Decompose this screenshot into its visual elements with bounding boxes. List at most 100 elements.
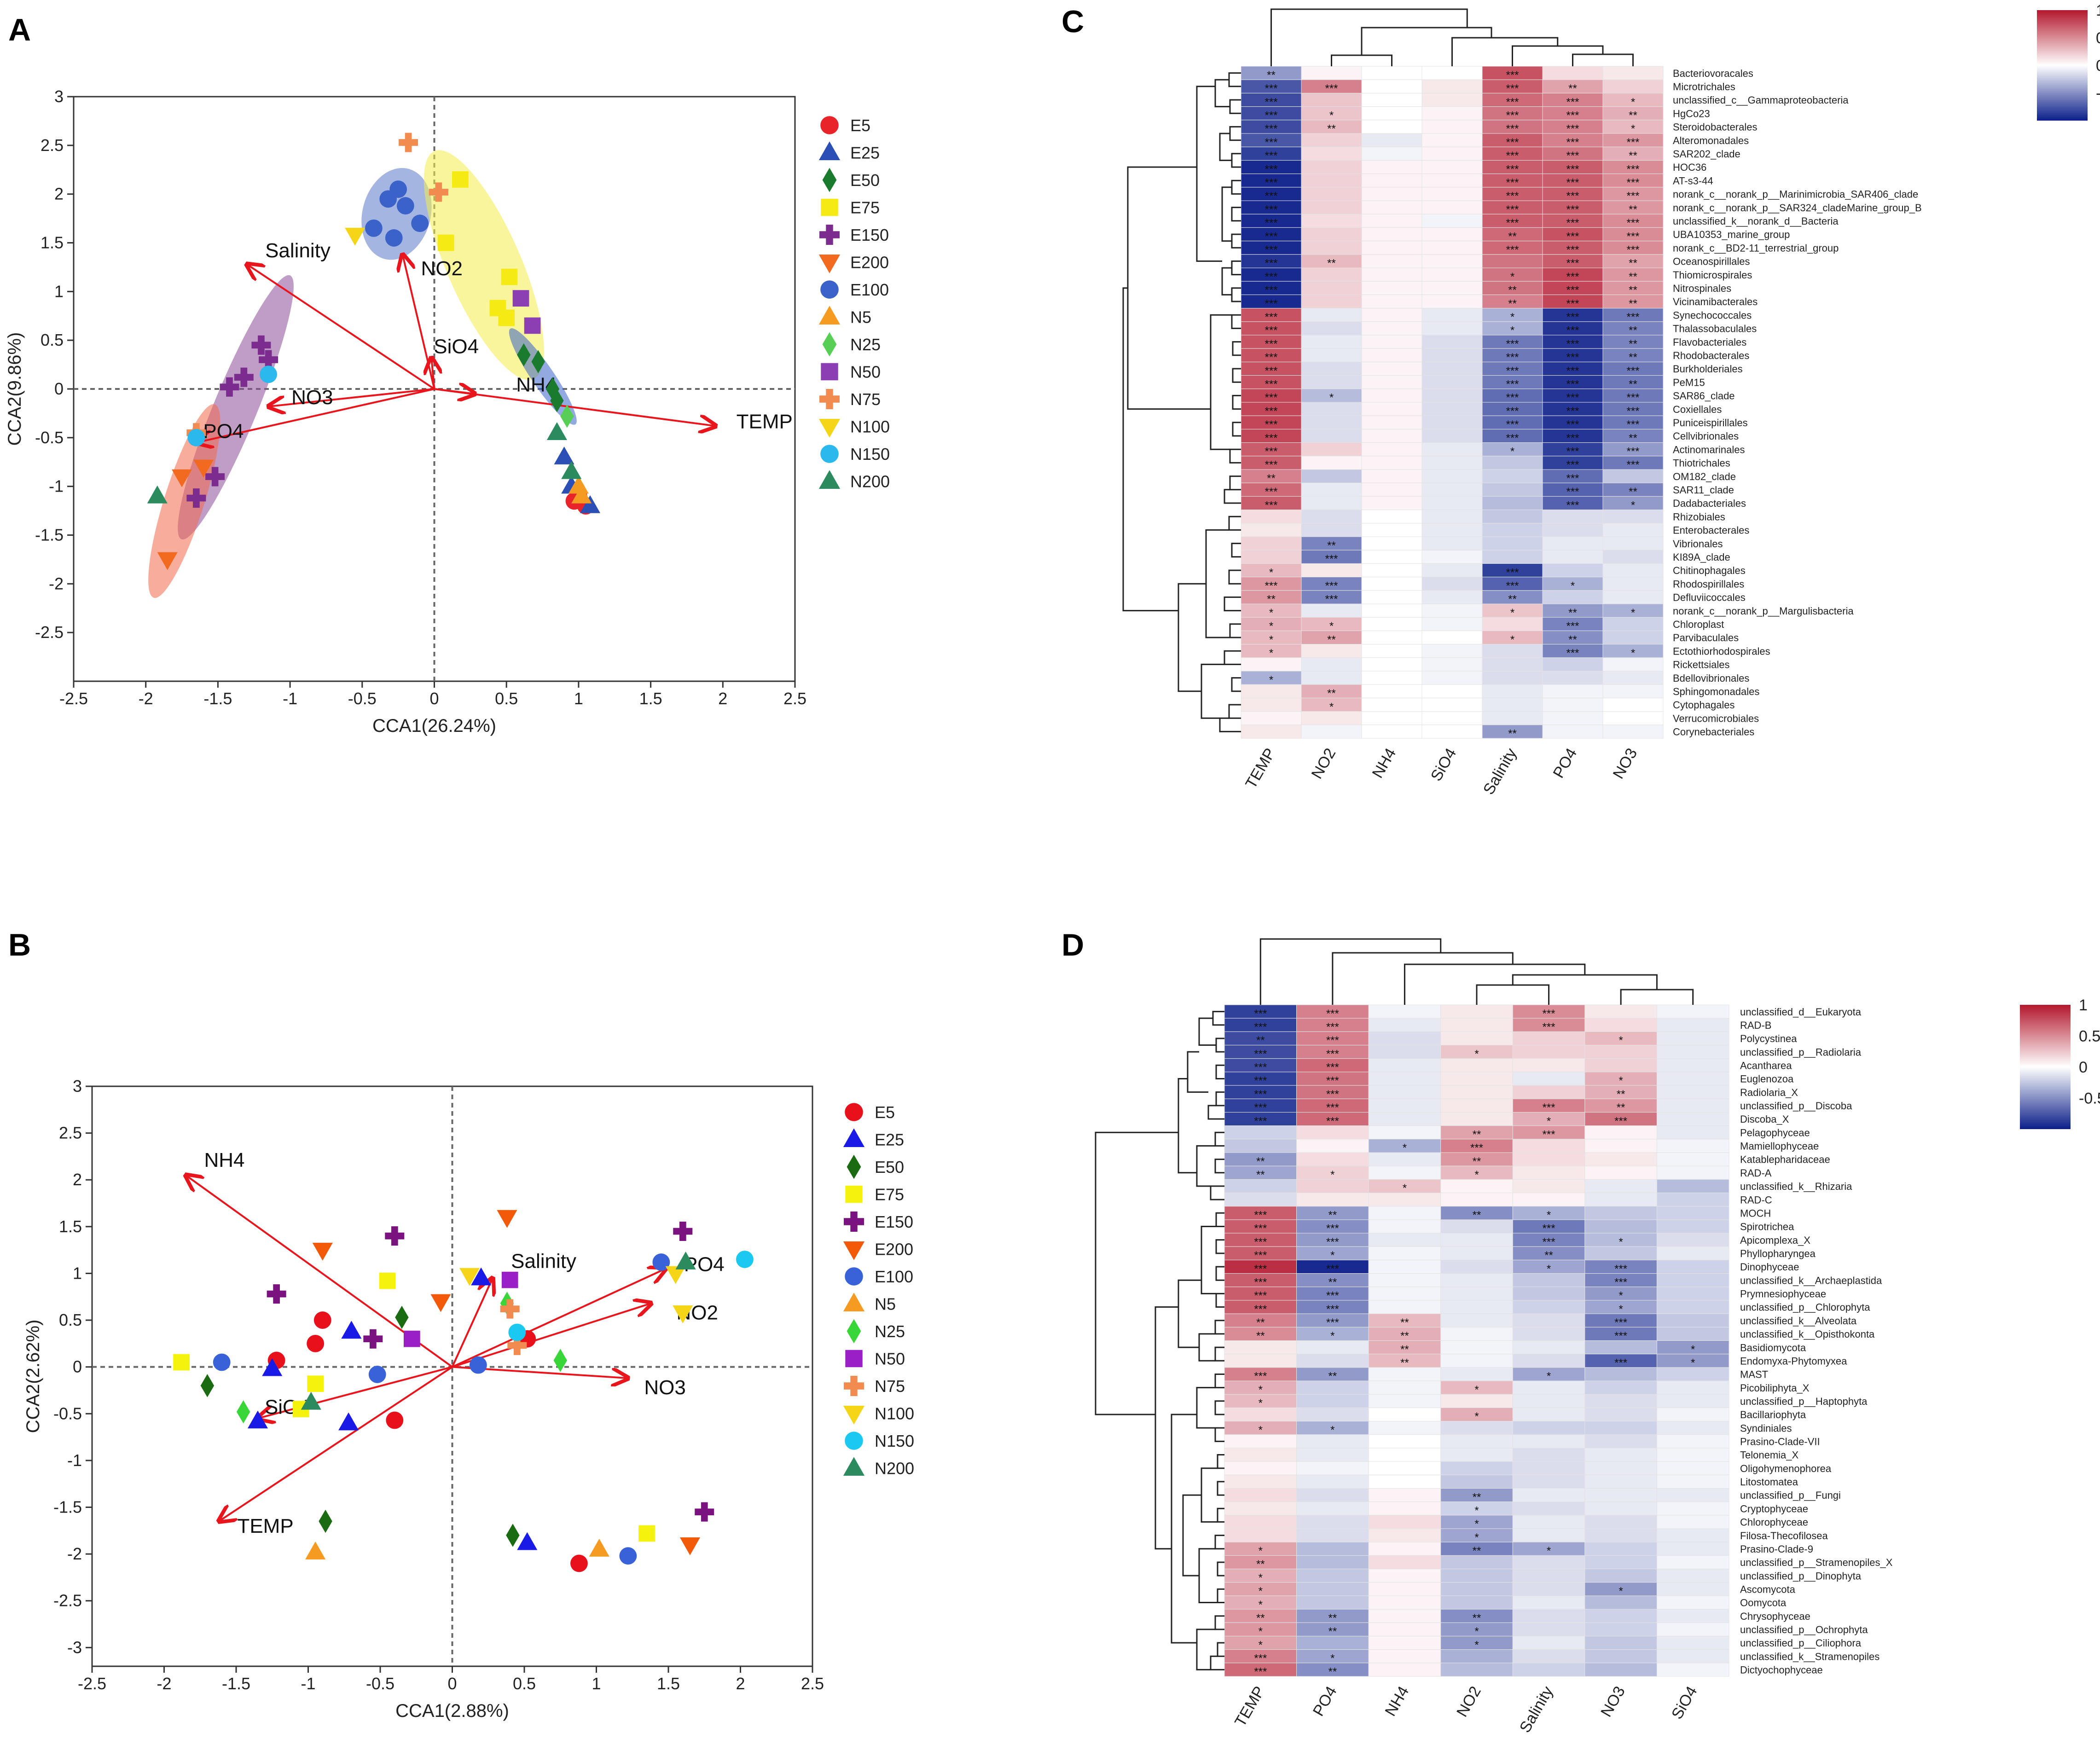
sample-point	[560, 405, 574, 428]
heatmap-cell	[1656, 1663, 1729, 1677]
row-label: unclassified_p__Fungi	[1740, 1490, 1841, 1501]
heatmap-cell	[1440, 1434, 1513, 1449]
heatmap-cell	[1421, 442, 1483, 457]
heatmap-cell	[1301, 550, 1362, 564]
heatmap-cell	[1584, 1058, 1657, 1072]
significance-stars: ***	[1326, 1008, 1339, 1020]
row-dendrogram	[1214, 1373, 1224, 1389]
heatmap-cell	[1440, 1609, 1513, 1623]
heatmap-cell	[1224, 1193, 1297, 1207]
heatmap-cell	[1440, 1555, 1513, 1570]
vector-label: NH4	[204, 1149, 244, 1171]
sample-point	[571, 485, 592, 504]
significance-stars: ***	[1326, 1223, 1339, 1235]
heatmap-cell	[1512, 1434, 1585, 1449]
heatmap-cell	[1296, 1448, 1369, 1462]
heatmap-cell	[1512, 1582, 1585, 1596]
significance-stars: ***	[1506, 190, 1519, 203]
y-tick-label: -0.5	[35, 428, 64, 447]
row-label: norank_c__norank_p__Margulisbacteria	[1673, 605, 1854, 617]
row-label: Rhizobiales	[1673, 511, 1725, 522]
heatmap-cell	[1440, 1313, 1513, 1327]
significance-stars: **	[1629, 297, 1637, 310]
significance-stars: ***	[1566, 418, 1579, 431]
heatmap-cell	[1542, 550, 1603, 564]
row-label: AT-s3-44	[1673, 175, 1713, 186]
heatmap-cell	[1241, 510, 1302, 524]
significance-stars: **	[1267, 593, 1276, 606]
heatmap-cell	[1224, 1004, 1297, 1019]
heatmap-cell	[1440, 1004, 1513, 1019]
heatmap-cell	[1542, 469, 1603, 483]
row-label: Rhodospirillales	[1673, 578, 1744, 590]
significance-stars: ***	[1265, 432, 1277, 444]
significance-stars: *	[1259, 1625, 1263, 1638]
heatmap-cell	[1512, 1622, 1585, 1636]
y-tick-label: 0	[73, 1357, 82, 1376]
heatmap-cell	[1542, 630, 1603, 645]
legend-marker	[847, 1154, 861, 1179]
heatmap-cell	[1602, 630, 1664, 645]
heatmap-cell	[1421, 657, 1483, 672]
heatmap-cell	[1512, 1058, 1585, 1072]
heatmap-cell	[1440, 1663, 1513, 1677]
row-dendrogram	[1217, 1561, 1224, 1577]
row-dendrogram	[1196, 86, 1222, 262]
significance-stars: ***	[1265, 203, 1277, 216]
heatmap-cell	[1542, 93, 1603, 107]
heatmap-cell	[1296, 1273, 1369, 1287]
row-label: unclassified_p__Chlorophyta	[1740, 1302, 1870, 1313]
heatmap-cell	[1440, 1474, 1513, 1489]
heatmap-cell	[1482, 442, 1543, 457]
legend-marker	[843, 1241, 865, 1260]
row-label: Actinomarinales	[1673, 444, 1745, 455]
row-label: unclassified_p__Discoba	[1740, 1100, 1852, 1112]
heatmap-cell	[1584, 1649, 1657, 1664]
significance-stars: **	[1568, 633, 1577, 646]
row-label: Pelagophyceae	[1740, 1127, 1810, 1138]
significance-stars: *	[1474, 1625, 1479, 1638]
legend-marker	[843, 1128, 865, 1147]
heatmap-cell	[1584, 1125, 1657, 1140]
significance-stars: ***	[1566, 499, 1579, 511]
legend-label: N50	[850, 363, 881, 382]
heatmap-cell	[1368, 1072, 1441, 1086]
heatmap-cell	[1421, 93, 1483, 107]
heatmap-cell	[1656, 1515, 1729, 1529]
heatmap-cell	[1241, 684, 1302, 698]
row-label: Verrucomicrobiales	[1673, 713, 1759, 724]
sample-point	[305, 1541, 326, 1559]
sample-point	[580, 495, 601, 513]
heatmap-cell	[1368, 1367, 1441, 1381]
heatmap-cell	[1656, 1125, 1729, 1140]
heatmap-cell	[1421, 402, 1483, 416]
heatmap-cell	[1656, 1179, 1729, 1194]
row-dendrogram	[1231, 677, 1241, 692]
significance-stars: ***	[1254, 1115, 1267, 1127]
heatmap-cell	[1440, 1125, 1513, 1140]
heatmap-cell	[1584, 1165, 1657, 1180]
row-label: Nitrospinales	[1673, 283, 1731, 294]
significance-stars: *	[1403, 1182, 1407, 1194]
heatmap-cell	[1656, 1461, 1729, 1475]
heatmap-cell	[1421, 174, 1483, 188]
heatmap-cell	[1512, 1072, 1585, 1086]
sample-point	[411, 214, 429, 232]
vector-label: TEMP	[237, 1515, 293, 1537]
sample-point	[404, 1330, 420, 1347]
heatmap-cell	[1656, 1501, 1729, 1516]
significance-stars: ***	[1254, 1209, 1267, 1222]
heatmap-cell	[1361, 106, 1422, 121]
significance-stars: ***	[1265, 459, 1277, 471]
color-scale-tick: 1	[2079, 997, 2088, 1014]
heatmap-cell	[1440, 1287, 1513, 1301]
row-label: RAD-C	[1740, 1194, 1772, 1206]
heatmap-cell	[1482, 254, 1543, 268]
x-tick-label: -2	[139, 689, 153, 708]
significance-stars: ***	[1626, 243, 1639, 256]
heatmap-cell	[1584, 1635, 1657, 1650]
significance-stars: ***	[1506, 203, 1519, 216]
heatmap-cell	[1602, 469, 1664, 483]
heatmap-cell	[1542, 563, 1603, 578]
significance-stars: **	[1327, 633, 1336, 646]
